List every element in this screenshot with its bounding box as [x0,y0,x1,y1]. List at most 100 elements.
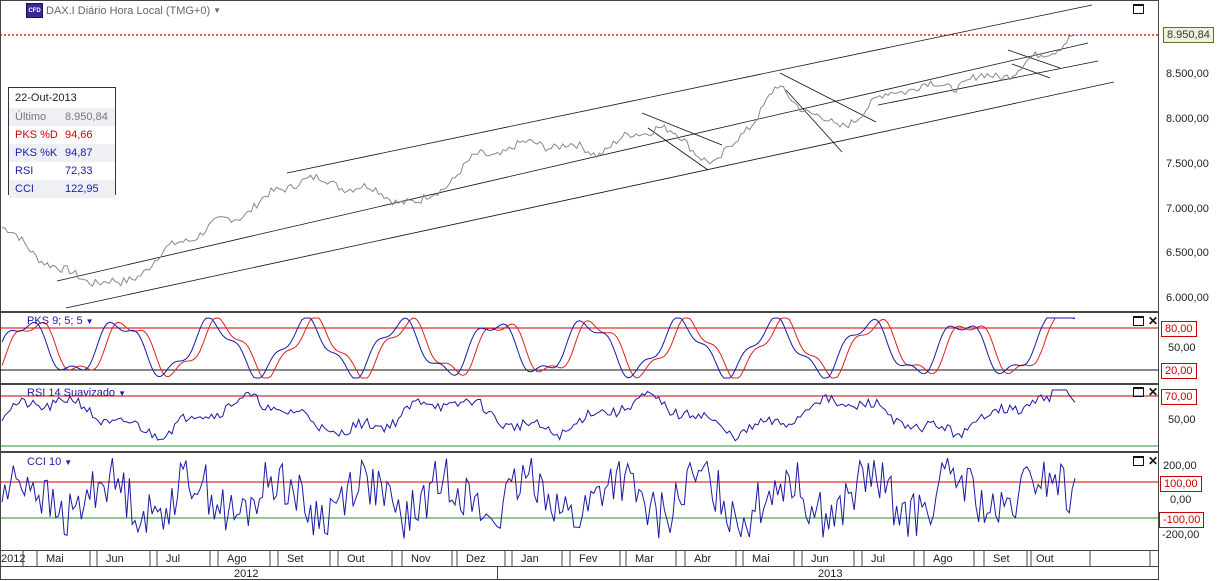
month-label: Mai [46,553,64,565]
middle-channel-line[interactable] [56,42,1089,282]
maximize-icon[interactable] [1133,456,1144,466]
pks-header[interactable]: PKS 9; 5; 5 ▼ [27,315,94,327]
correction-line-4[interactable] [785,89,843,153]
cci-line [1,457,1076,539]
month-label: Jun [106,553,124,565]
data-window-label: CCI [15,183,34,195]
month-label: Jan [521,553,539,565]
data-window-row: Último 8.950,84 [9,108,115,126]
rsi-header[interactable]: RSI 14 Suavizado ▼ [27,387,126,399]
main-panel-frame [0,0,1159,312]
data-window-row: CCI 122,95 [9,180,115,198]
cci-upper-badge: 100,00 [1160,476,1202,492]
data-window: 22-Out-2013 Último 8.950,84 PKS %D 94,66 PKS… [8,87,116,198]
month-label: Jul [871,553,886,565]
month-label: Abr [694,553,712,565]
cfd-logo: CFD [26,3,43,18]
price-series-line [1,34,1076,287]
correction-line-3[interactable] [779,72,877,123]
data-window-label: PKS %D [15,129,58,141]
cci-panel-controls: ✕ [1133,454,1159,468]
inner-channel-line[interactable] [877,60,1099,106]
rsi-line [1,389,1076,442]
data-window-row: PKS %D 94,66 [9,126,115,144]
cci-panel-frame [0,452,1159,551]
rsi-panel-controls: ✕ [1133,385,1159,399]
price-axis-label: 8.000,00 [1166,113,1209,126]
month-label: Ago [227,553,247,565]
cci-tick-label: -200,00 [1162,529,1200,541]
main-panel-controls [1133,4,1144,14]
chevron-down-icon[interactable]: ▼ [85,316,94,326]
correction-line-1[interactable] [641,112,723,146]
pks-lower-badge: 20,00 [1161,363,1197,379]
month-label: Mar [635,553,654,565]
pks-d-line [1,317,1075,379]
close-icon[interactable]: ✕ [1148,314,1159,328]
trendlines[interactable] [56,4,1115,309]
month-label: Fev [579,553,598,565]
data-window-label: PKS %K [15,147,58,159]
cci-lower-badge: -100,00 [1159,512,1205,528]
chevron-down-icon[interactable]: ▼ [118,388,126,398]
year-label: 2012 [234,568,259,580]
month-label: Out [347,553,365,565]
price-axis-label: 6.500,00 [1166,247,1209,260]
pks-panel-controls: ✕ [1133,314,1159,328]
chevron-down-icon[interactable]: ▼ [64,457,73,467]
data-window-row: PKS %K 94,87 [9,144,115,162]
cci-title[interactable]: CCI 10 [27,456,62,468]
price-axis-label: 8.500,00 [1166,68,1209,81]
close-icon[interactable]: ✕ [1148,454,1159,468]
month-label: 2012 [1,553,26,565]
flag-line-1[interactable] [1007,49,1061,69]
pks-panel-frame [0,312,1159,384]
correction-line-2[interactable] [647,127,709,171]
time-axis-frame [0,550,1159,580]
rsi-panel-frame [0,384,1159,452]
month-label: Mai [752,553,770,565]
year-label: 2013 [818,568,843,580]
lower-channel-line[interactable] [65,81,1115,309]
data-window-value: 94,66 [65,129,93,141]
last-price-badge: 8.950,84 [1163,27,1214,43]
month-label: Ago [933,553,953,565]
month-label: Out [1036,553,1054,565]
maximize-icon[interactable] [1133,316,1144,326]
main-chart-title[interactable]: DAX.I Diário Hora Local (TMG+0) [46,4,211,17]
month-ticks [22,551,1151,566]
pks-tick-label: 50,00 [1168,342,1196,354]
pks-title[interactable]: PKS 9; 5; 5 [27,315,83,327]
month-label: Jun [811,553,829,565]
main-chart-header[interactable]: CFD DAX.I Diário Hora Local (TMG+0) ▼ [26,3,221,18]
price-axis-label: 6.000,00 [1166,292,1209,305]
data-window-value: 8.950,84 [65,111,108,123]
month-label: Set [287,553,304,565]
price-axis-label: 7.500,00 [1166,157,1209,170]
data-window-label: Último [15,111,47,123]
data-window-value: 72,33 [65,165,93,177]
maximize-icon[interactable] [1133,387,1144,397]
pks-k-line [1,317,1076,379]
cci-tick-label: 200,00 [1163,460,1197,472]
flag-line-2[interactable] [1011,63,1051,79]
month-label: Set [993,553,1010,565]
rsi-title[interactable]: RSI 14 Suavizado [27,387,116,399]
cci-tick-label: 0,00 [1170,494,1192,506]
data-window-value: 122,95 [65,183,99,195]
chevron-down-icon[interactable]: ▼ [213,6,222,15]
price-axis-label: 7.000,00 [1166,202,1209,215]
maximize-icon[interactable] [1133,4,1144,14]
close-icon[interactable]: ✕ [1148,385,1159,399]
data-window-label: RSI [15,165,34,177]
month-label: Jul [166,553,181,565]
month-label: Nov [411,553,431,565]
upper-channel-line[interactable] [286,4,1093,174]
data-window-value: 94,87 [65,147,93,159]
data-window-date: 22-Out-2013 [15,92,77,104]
rsi-upper-badge: 70,00 [1161,389,1197,405]
pks-upper-badge: 80,00 [1161,321,1197,337]
cci-header[interactable]: CCI 10 ▼ [27,456,72,468]
month-label: Dez [466,553,486,565]
